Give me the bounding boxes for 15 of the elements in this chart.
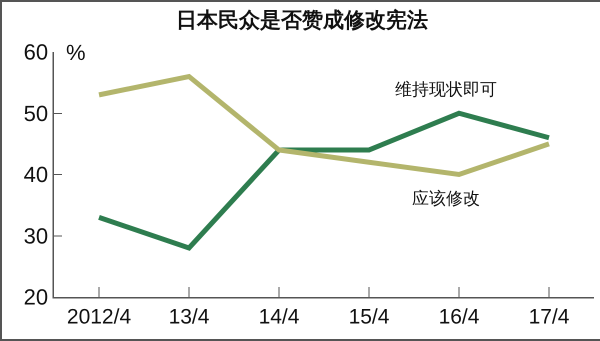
y-tick-label: 60 [24, 40, 48, 65]
series-label: 维持现状即可 [395, 80, 497, 99]
y-axis-title: % [66, 40, 86, 65]
x-tick-label: 17/4 [528, 306, 570, 329]
y-tick-label: 40 [24, 162, 48, 188]
series-label: 应该修改 [412, 189, 480, 208]
x-tick-label: 13/4 [168, 306, 210, 329]
x-tick-label: 16/4 [438, 306, 480, 329]
y-tick-label: 30 [24, 223, 48, 248]
chart-title: 日本民众是否赞成修改宪法 [176, 8, 428, 32]
x-tick-label: 15/4 [348, 306, 390, 329]
x-tick-label: 14/4 [258, 306, 300, 329]
y-tick-label: 50 [24, 100, 48, 126]
y-tick-label: 20 [24, 284, 48, 310]
x-tick-label: 2012/4 [66, 306, 132, 329]
